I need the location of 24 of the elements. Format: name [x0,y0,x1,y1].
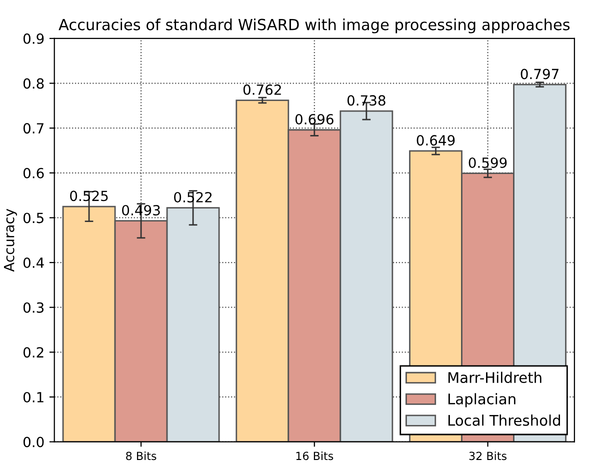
y-tick-label: 0.7 [23,123,44,134]
data-label: 0.762 [243,84,281,95]
legend-label: Laplacian [448,393,516,408]
y-tick-label: 0.5 [23,212,44,224]
x-tick-label: 8 Bits [126,452,156,460]
legend-label: Marr-Hildreth [448,372,542,384]
y-tick-label: 0.0 [23,436,44,448]
x-tick-label: 32 Bits [469,452,506,460]
data-label: 0.797 [520,68,558,80]
y-tick-label: 0.6 [23,168,44,178]
chart-title: Accuracies of standard WiSARD with image processing approaches [58,18,570,34]
y-tick-label: 0.4 [23,258,44,268]
data-label: 0.649 [416,135,455,146]
y-tick-label: 0.8 [23,78,44,89]
data-label: 0.599 [468,157,507,168]
y-tick-label: 0.3 [23,302,44,313]
x-tick-label: 16 Bits [296,452,334,460]
data-label: 0.696 [295,114,334,124]
legend-label: Local Threshold [448,414,560,426]
y-tick-label: 0.1 [23,392,44,402]
y-tick-label: 0.9 [23,33,44,44]
y-axis-title: Accuracy [4,208,18,272]
y-tick-label: 0.2 [23,347,44,358]
data-label: 0.738 [347,95,386,106]
